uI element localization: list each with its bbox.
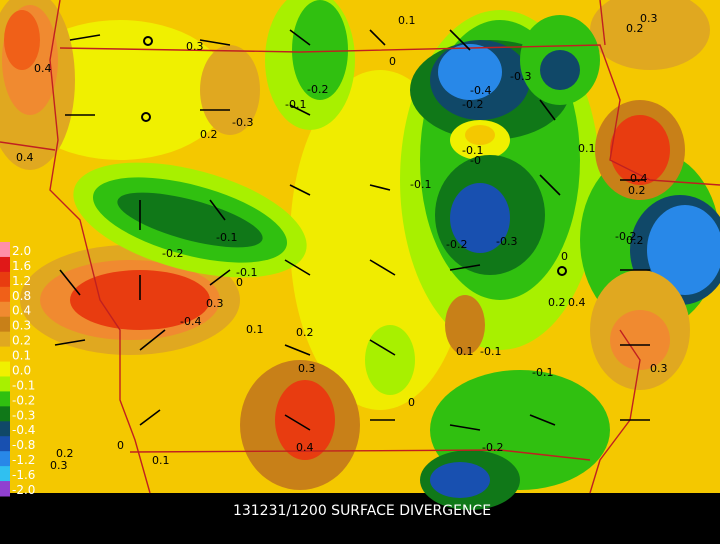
contour-label: -0.2 <box>307 83 328 96</box>
contour-label: -0.1 <box>462 144 483 157</box>
contour-label: 0.2 <box>628 184 646 197</box>
contour-label: 0.3 <box>650 362 668 375</box>
legend-swatch <box>0 361 10 377</box>
legend-swatch <box>0 256 10 273</box>
contour-label: -0.4 <box>470 84 491 97</box>
contour-label: -0.3 <box>510 70 531 83</box>
contour-label: -0.3 <box>232 116 253 129</box>
contour-label: 0.1 <box>578 142 596 155</box>
contour-label: 0.1 <box>152 454 170 467</box>
legend-swatch <box>0 331 10 348</box>
legend-swatch <box>0 466 10 482</box>
legend-swatch <box>0 391 10 407</box>
contour-label: 0.3 <box>50 459 68 472</box>
contour-label: 0.4 <box>296 441 314 454</box>
legend-swatch <box>0 316 10 333</box>
wind-barbs <box>54 29 650 431</box>
legend-label: -0.1 <box>12 378 35 392</box>
contour-label: 0.4 <box>630 172 648 185</box>
contour-labels: 0.1 0.30.20.30.40-0.2 -0.4-0.3-0.1 -0.20.2-… <box>16 12 668 472</box>
legend-label: -0.4 <box>12 423 35 437</box>
contour-label: 0 <box>408 396 415 409</box>
contour-label: -0.2 <box>482 441 503 454</box>
legend-label: -0.8 <box>12 438 35 452</box>
contour-label: 0.1 <box>246 323 264 336</box>
contour-label: 0.2 <box>626 22 644 35</box>
legend-label: 1.2 <box>12 274 31 288</box>
contour-label: 0.3 <box>298 362 316 375</box>
legend-label: -0.2 <box>12 393 35 407</box>
contour-label: 0.3 <box>640 12 658 25</box>
legend-label: 0.0 <box>12 363 31 377</box>
legend-label: 0.4 <box>12 304 31 318</box>
legend-swatch <box>0 271 10 288</box>
contour-label: -0.3 <box>496 235 517 248</box>
contour-label: 0.2 <box>626 234 644 247</box>
legend-label: 0.8 <box>12 289 31 303</box>
contour-label: 0.1 <box>456 345 474 358</box>
contour-label: -0 <box>470 154 481 167</box>
contour-label: -0.1 <box>532 366 553 379</box>
divergence-field <box>0 0 720 510</box>
calm-stations <box>141 36 567 276</box>
contour-label: -0.2 <box>446 238 467 251</box>
legend-label: 2.0 <box>12 244 31 258</box>
contour-label: 0.4 <box>568 296 586 309</box>
contour-label: 0.3 <box>186 40 204 53</box>
contour-label: 0.4 <box>16 151 34 164</box>
contour-label: 0.2 <box>296 326 314 339</box>
state-borders <box>0 0 720 494</box>
legend-label: -2.0 <box>12 483 35 497</box>
legend-label: 0.2 <box>12 334 31 348</box>
contour-label: -0.1 <box>480 345 501 358</box>
legend-label: -1.2 <box>12 453 35 467</box>
legend-swatch <box>0 242 10 258</box>
contour-label: 0 <box>389 55 396 68</box>
contour-label: 0 <box>117 439 124 452</box>
legend-swatch <box>0 406 10 422</box>
legend-swatch <box>0 451 10 467</box>
contour-label: -0.1 <box>216 231 237 244</box>
contour-label: -0.2 <box>162 247 183 260</box>
contour-label: -0.4 <box>180 315 201 328</box>
contour-label: -0.2 <box>615 230 636 243</box>
contour-label: 0.2 <box>200 128 218 141</box>
contour-label: 0.2 <box>56 447 74 460</box>
contour-label: -0.2 <box>462 98 483 111</box>
legend-label: 0.1 <box>12 349 31 363</box>
title: 131231/1200 SURFACE DIVERGENCE <box>233 503 491 519</box>
legend-swatch <box>0 376 10 392</box>
contour-label: 0 <box>236 276 243 289</box>
legend-swatch <box>0 286 10 303</box>
contour-label: -0.1 <box>410 178 431 191</box>
legend-label: -0.3 <box>12 408 35 422</box>
contour-label: 0.3 <box>206 297 224 310</box>
legend-swatch <box>0 481 10 497</box>
contour-label: 0.4 <box>34 62 52 75</box>
legend-label: 0.3 <box>12 319 31 333</box>
legend-swatch <box>0 421 10 437</box>
contour-label: -0.1 <box>236 266 257 279</box>
color-legend: 2.01.61.20.80.40.30.20.10.0-0.1-0.2-0.3-… <box>0 242 35 497</box>
contour-label: 0.2 <box>548 296 566 309</box>
legend-label: 1.6 <box>12 259 31 273</box>
legend-swatch <box>0 346 10 363</box>
contour-label: -0.1 <box>285 98 306 111</box>
legend-label: -1.6 <box>12 468 35 482</box>
contour-label: 0 <box>561 250 568 263</box>
legend-swatch <box>0 436 10 452</box>
legend-swatch <box>0 301 10 318</box>
contour-label: 0.1 <box>398 14 416 27</box>
